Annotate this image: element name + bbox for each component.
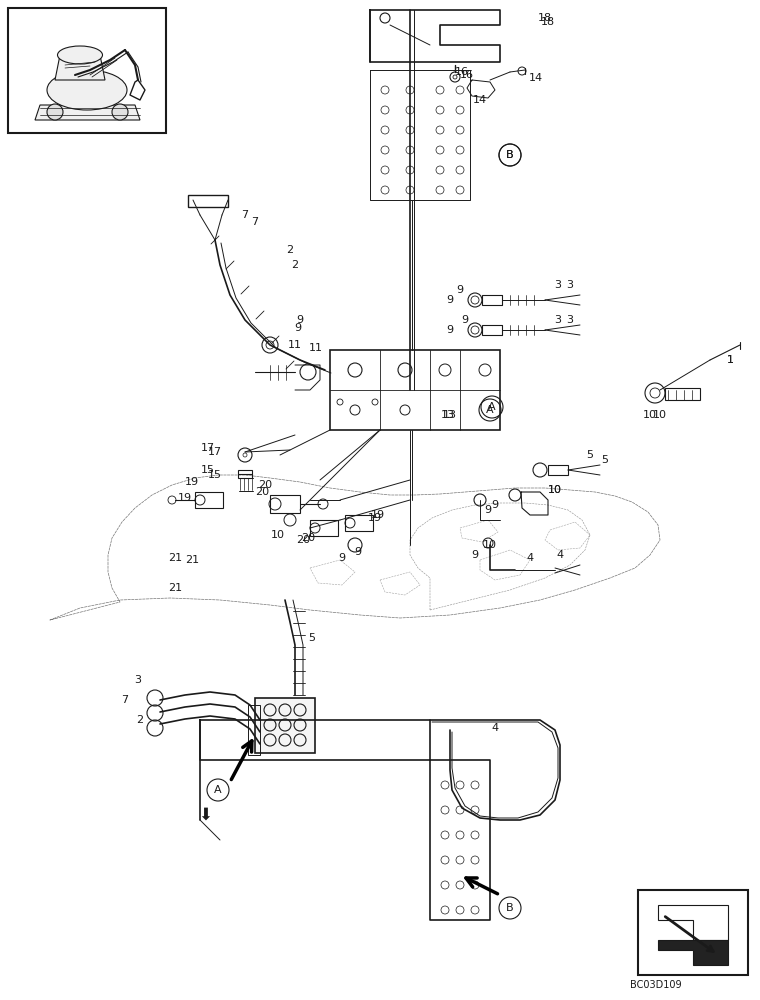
Circle shape bbox=[112, 104, 128, 120]
Text: 1: 1 bbox=[727, 355, 733, 365]
Text: 9: 9 bbox=[296, 315, 303, 325]
Text: 1: 1 bbox=[727, 355, 733, 365]
Bar bbox=[238, 470, 252, 478]
Text: 16: 16 bbox=[455, 67, 469, 77]
Text: 20: 20 bbox=[296, 535, 310, 545]
Text: 7: 7 bbox=[242, 210, 249, 220]
Text: ⬇: ⬇ bbox=[198, 806, 212, 824]
Text: 2: 2 bbox=[291, 260, 299, 270]
Text: 9: 9 bbox=[446, 295, 454, 305]
Text: B: B bbox=[506, 150, 514, 160]
Text: 9: 9 bbox=[446, 325, 454, 335]
Text: 10: 10 bbox=[653, 410, 667, 420]
Bar bbox=[255, 698, 315, 753]
Bar bbox=[482, 295, 502, 305]
Text: 7: 7 bbox=[122, 695, 128, 705]
Bar bbox=[330, 350, 500, 430]
Text: 10: 10 bbox=[271, 530, 285, 540]
Text: 21: 21 bbox=[168, 583, 182, 593]
Text: 10: 10 bbox=[548, 485, 562, 495]
Bar bbox=[665, 388, 700, 400]
Ellipse shape bbox=[58, 46, 103, 64]
Text: B: B bbox=[506, 903, 514, 913]
Text: 9: 9 bbox=[338, 553, 346, 563]
Text: 11: 11 bbox=[288, 340, 302, 350]
Text: 15: 15 bbox=[201, 465, 215, 475]
Text: 18: 18 bbox=[541, 17, 555, 27]
Polygon shape bbox=[35, 105, 140, 120]
Text: 9: 9 bbox=[471, 550, 479, 560]
Polygon shape bbox=[658, 940, 728, 965]
Text: 19: 19 bbox=[178, 493, 192, 503]
Text: 3: 3 bbox=[555, 315, 562, 325]
Text: 15: 15 bbox=[208, 470, 222, 480]
Text: 3: 3 bbox=[135, 675, 141, 685]
Bar bbox=[188, 195, 228, 207]
Bar bbox=[195, 492, 223, 508]
Text: 19: 19 bbox=[185, 477, 199, 487]
Text: 2: 2 bbox=[137, 715, 144, 725]
Bar bbox=[310, 520, 338, 536]
Text: B: B bbox=[506, 150, 514, 160]
Circle shape bbox=[47, 104, 63, 120]
Bar bbox=[8, 8, 166, 133]
Text: 7: 7 bbox=[252, 217, 258, 227]
Text: 21: 21 bbox=[168, 553, 182, 563]
Text: 11: 11 bbox=[309, 343, 323, 353]
Text: 9: 9 bbox=[294, 323, 302, 333]
Text: 3: 3 bbox=[566, 315, 574, 325]
Text: 17: 17 bbox=[208, 447, 222, 457]
Bar bbox=[248, 705, 260, 755]
Text: 9: 9 bbox=[484, 505, 492, 515]
Text: 20: 20 bbox=[255, 487, 269, 497]
Text: 19: 19 bbox=[371, 510, 385, 520]
Text: 3: 3 bbox=[566, 280, 574, 290]
Text: 2: 2 bbox=[287, 245, 293, 255]
Text: 14: 14 bbox=[529, 73, 543, 83]
Text: 21: 21 bbox=[185, 555, 199, 565]
Ellipse shape bbox=[47, 70, 127, 110]
Text: 5: 5 bbox=[601, 455, 609, 465]
Text: 13: 13 bbox=[443, 410, 457, 420]
Text: 10: 10 bbox=[483, 540, 497, 550]
Text: BC03D109: BC03D109 bbox=[630, 980, 682, 990]
Polygon shape bbox=[55, 55, 105, 80]
Bar bbox=[638, 890, 748, 975]
Bar bbox=[482, 325, 502, 335]
Text: 20: 20 bbox=[301, 533, 315, 543]
Text: 4: 4 bbox=[492, 723, 499, 733]
Text: 13: 13 bbox=[441, 410, 455, 420]
Text: A: A bbox=[486, 405, 494, 415]
Text: 10: 10 bbox=[548, 485, 562, 495]
Text: 5: 5 bbox=[587, 450, 594, 460]
Text: 9: 9 bbox=[457, 285, 464, 295]
Text: 14: 14 bbox=[473, 95, 487, 105]
Text: 10: 10 bbox=[643, 410, 657, 420]
Bar bbox=[548, 465, 568, 475]
Text: 4: 4 bbox=[556, 550, 564, 560]
Text: A: A bbox=[214, 785, 222, 795]
Polygon shape bbox=[658, 905, 728, 940]
Text: 4: 4 bbox=[527, 553, 534, 563]
Text: 17: 17 bbox=[201, 443, 215, 453]
Text: 9: 9 bbox=[354, 547, 362, 557]
Text: 20: 20 bbox=[258, 480, 272, 490]
Bar bbox=[345, 515, 373, 531]
Bar bbox=[270, 495, 300, 513]
Text: 18: 18 bbox=[538, 13, 552, 23]
Text: 9: 9 bbox=[492, 500, 499, 510]
Text: 9: 9 bbox=[461, 315, 469, 325]
Text: 19: 19 bbox=[368, 513, 382, 523]
Text: A: A bbox=[488, 402, 496, 412]
Text: 16: 16 bbox=[460, 70, 474, 80]
Text: 5: 5 bbox=[309, 633, 315, 643]
Text: 3: 3 bbox=[555, 280, 562, 290]
